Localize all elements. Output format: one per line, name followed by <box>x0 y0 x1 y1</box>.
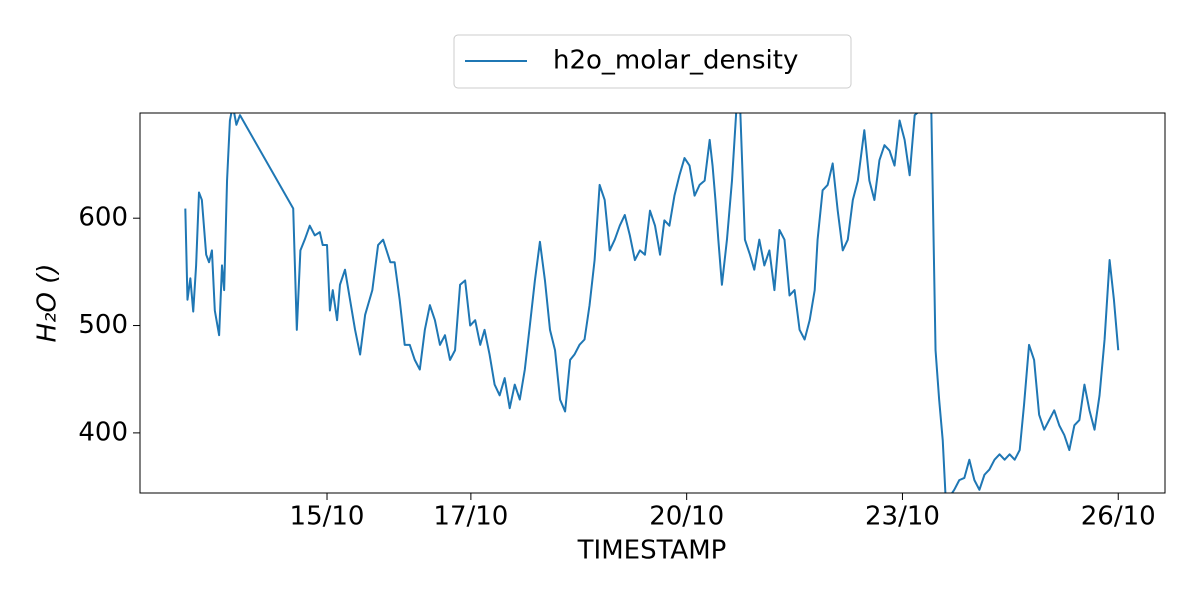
x-tick-label: 26/10 <box>1081 502 1156 532</box>
x-axis-label: TIMESTAMP <box>577 536 727 566</box>
y-axis-label: H₂O () <box>33 264 63 343</box>
x-tick-label: 20/10 <box>649 502 724 532</box>
y-tick-label: 600 <box>78 203 128 233</box>
legend-label: h2o_molar_density <box>553 46 798 76</box>
y-tick-label: 500 <box>78 310 128 340</box>
y-tick-label: 400 <box>78 417 128 447</box>
data-line <box>184 113 1120 493</box>
plot-frame <box>139 112 1166 494</box>
x-tick-label: 15/10 <box>290 502 365 532</box>
x-tick-label: 17/10 <box>433 502 508 532</box>
legend-box <box>453 34 852 89</box>
x-tick-label: 23/10 <box>865 502 940 532</box>
